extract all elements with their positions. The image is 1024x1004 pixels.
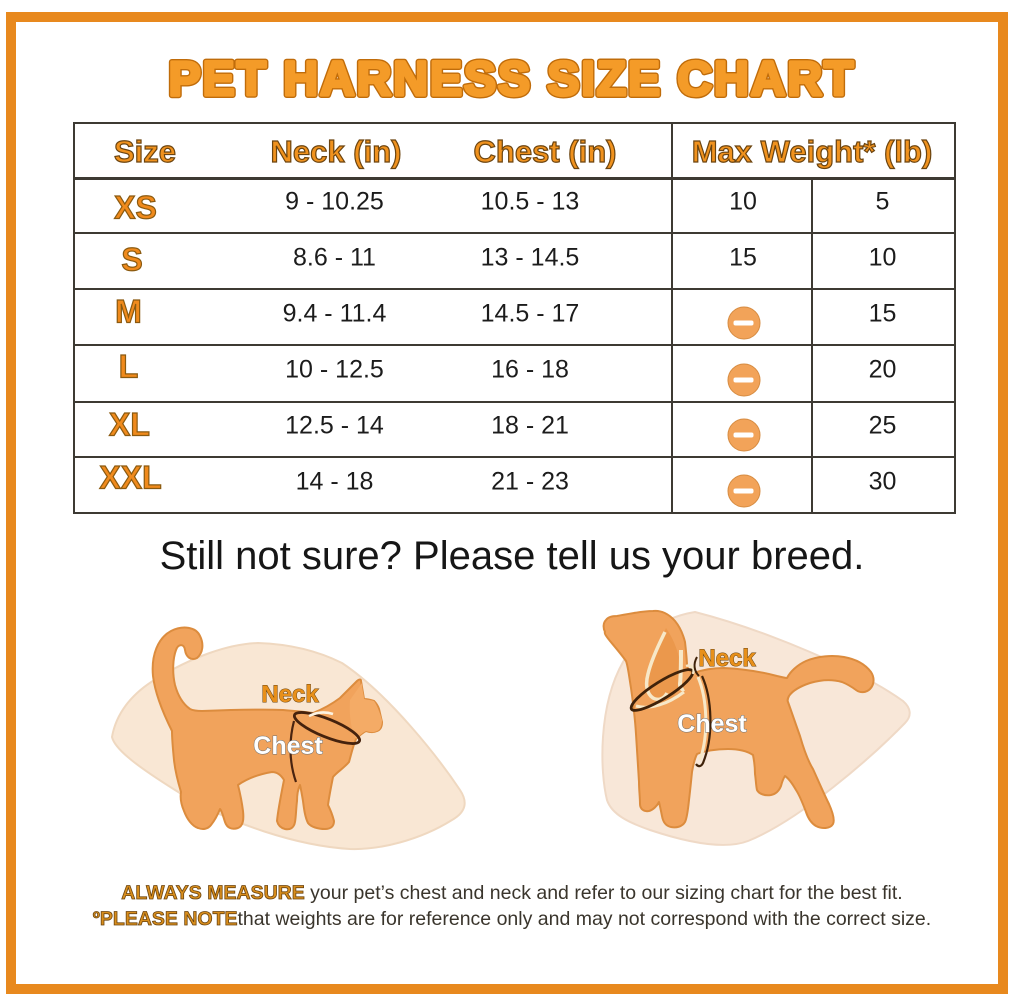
svg-text:Chest: Chest: [677, 710, 747, 738]
svg-text:PET HARNESS SIZE CHART: PET HARNESS SIZE CHART: [169, 53, 856, 106]
svg-text:Neck: Neck: [698, 645, 756, 672]
svg-text:Chest: Chest: [253, 732, 323, 760]
svg-text:PET HARNESS SIZE CHART: PET HARNESS SIZE CHART: [169, 53, 856, 106]
svg-text:Neck: Neck: [261, 681, 319, 708]
